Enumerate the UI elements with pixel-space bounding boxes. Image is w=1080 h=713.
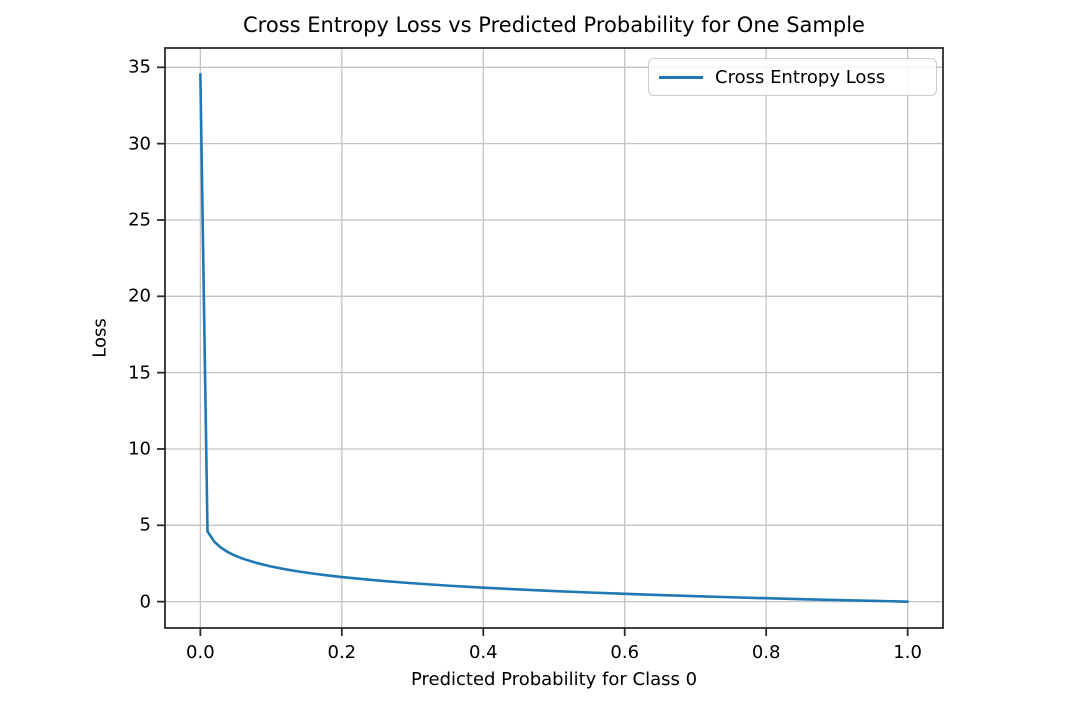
x-tick-label: 0.6 — [610, 642, 640, 663]
legend-series-label: Cross Entropy Loss — [715, 66, 886, 88]
x-axis-label: Predicted Probability for Class 0 — [410, 669, 698, 690]
y-axis-label: Loss — [89, 318, 111, 358]
y-tick-label: 20 — [128, 285, 151, 307]
y-tick-label: 35 — [128, 56, 151, 78]
x-tick-label: 0.2 — [327, 642, 357, 663]
x-tick-label: 0.4 — [468, 642, 498, 663]
y-tick-label: 5 — [139, 514, 151, 536]
legend-line-sample-icon — [659, 75, 703, 79]
y-tick-label: 0 — [139, 591, 151, 613]
y-tick-label: 10 — [128, 438, 151, 460]
axes-spines — [164, 47, 944, 629]
y-tick-label: 15 — [128, 362, 151, 384]
x-tick-label: 0.8 — [751, 642, 781, 663]
loss-curve — [199, 73, 909, 603]
x-tick-label: 0.0 — [186, 642, 215, 663]
y-tick-label: 30 — [128, 133, 151, 155]
y-tick-label: 25 — [128, 209, 151, 231]
chart-title: Cross Entropy Loss vs Predicted Probabil… — [243, 13, 865, 37]
legend: Cross Entropy Loss — [648, 58, 937, 96]
x-tick-label: 1.0 — [893, 642, 922, 663]
